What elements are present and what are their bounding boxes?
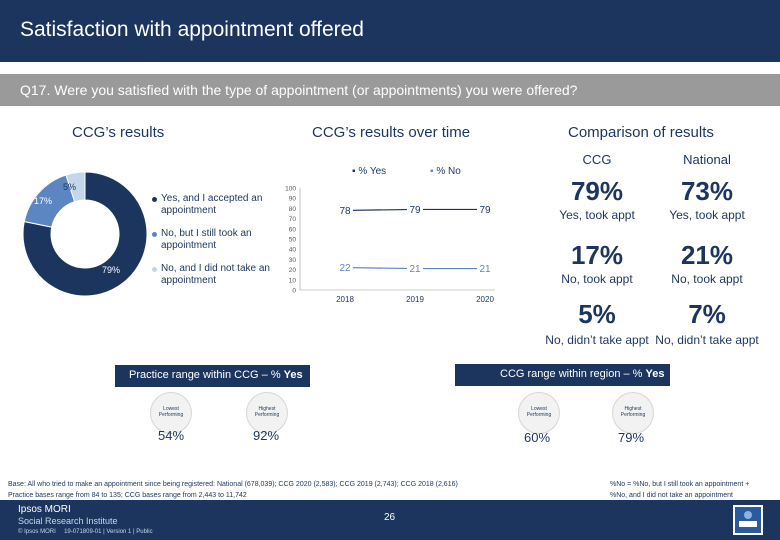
data-label-bg xyxy=(477,262,493,275)
comparison-col-national: National xyxy=(683,152,731,167)
legend-item-no-didnt: No, and I did not take an appointment xyxy=(152,263,273,287)
copyright: © Ipsos MORI 19-071809-01 | Version 1 | … xyxy=(18,529,153,535)
legend-item-no-took: No, but I still took an appointment xyxy=(152,228,273,252)
legend-marker-yes: ▪ xyxy=(352,166,359,177)
no-definition-line2: %No, and I did not take an appointment xyxy=(610,492,733,499)
donut-label-no-took: 17% xyxy=(34,196,53,206)
region-range-title: CCG range within region – % xyxy=(500,368,646,380)
practice-highest-circle: Highest Performing xyxy=(246,392,288,434)
region-range-bar: CCG range within region – % Yes xyxy=(455,364,670,386)
data-label: 78 xyxy=(339,206,351,217)
data-label: 21 xyxy=(479,264,491,275)
y-tick-label: 70 xyxy=(289,216,297,223)
header-bar xyxy=(0,0,780,62)
ccg-no-took-value: 17% xyxy=(570,240,624,270)
practice-range-title-bold: Yes xyxy=(283,369,303,381)
chart-legend-no: ▪ % No xyxy=(430,166,461,178)
legend-bullet-no-took xyxy=(152,232,157,237)
region-highest-value: 79% xyxy=(618,430,645,445)
region-range-title-bold: Yes xyxy=(645,368,665,380)
y-tick-label: 60 xyxy=(289,226,297,233)
section-over-time: CCG’s results over time xyxy=(312,124,471,141)
y-tick-label: 80 xyxy=(289,206,297,213)
donut-chart xyxy=(22,171,148,297)
ccg-yes-value: 79% xyxy=(570,176,624,206)
donut-label-no-didnt: 5% xyxy=(63,182,77,192)
y-tick-label: 50 xyxy=(289,237,297,244)
data-label-bg xyxy=(407,203,423,216)
logo-mark-icon xyxy=(739,511,757,527)
footer-bar xyxy=(0,500,780,540)
ccg-no-didnt-label: No, didn’t take appt xyxy=(545,333,649,347)
practice-range-title: Practice range within CCG – % xyxy=(129,369,284,381)
chart-legend-no-label: % No xyxy=(436,166,461,177)
practice-range-bar: Practice range within CCG – % Yes xyxy=(115,365,310,387)
donut-segment-0 xyxy=(22,171,148,297)
national-no-didnt-label: No, didn’t take appt xyxy=(655,333,759,347)
y-tick-label: 40 xyxy=(289,247,297,254)
brand-name: Ipsos MORI xyxy=(18,504,71,515)
data-label: 22 xyxy=(339,263,351,274)
page-number: 26 xyxy=(384,512,396,523)
y-tick-label: 20 xyxy=(289,267,297,274)
legend-bullet-yes xyxy=(152,197,157,202)
data-label: 79 xyxy=(479,205,491,216)
x-tick-label: 2018 xyxy=(336,295,354,304)
legend-marker-no: ▪ xyxy=(430,166,437,177)
legend-bullet-no-didnt xyxy=(152,267,157,272)
x-tick-label: 2020 xyxy=(476,295,494,304)
practice-lowest-label: Lowest Performing xyxy=(158,406,184,418)
page-title: Satisfaction with appointment offered xyxy=(20,18,364,41)
donut-label-yes: 79% xyxy=(102,265,121,275)
chart-legend-yes-label: % Yes xyxy=(358,166,387,177)
region-lowest-value: 60% xyxy=(524,430,551,445)
data-label: 79 xyxy=(409,205,421,216)
section-comparison: Comparison of results xyxy=(568,124,714,141)
base-note-line1: Base: All who tried to make an appointme… xyxy=(8,481,458,488)
legend-label-no-didnt: No, and I did not take an appointment xyxy=(161,263,270,286)
national-yes-label: Yes, took appt xyxy=(669,208,745,222)
comparison-col-ccg: CCG xyxy=(582,152,612,167)
legend-label-no-took: No, but I still took an appointment xyxy=(161,228,252,251)
practice-highest-label: Highest Performing xyxy=(254,406,280,418)
base-note-line2: Practice bases range from 84 to 135; CCG… xyxy=(8,492,247,499)
x-tick-label: 2019 xyxy=(406,295,424,304)
ccg-yes-label: Yes, took appt xyxy=(559,208,635,222)
y-tick-label: 0 xyxy=(292,288,296,295)
y-tick-label: 30 xyxy=(289,257,297,264)
brand-subtitle: Social Research Institute xyxy=(18,516,118,526)
region-highest-label: Highest Performing xyxy=(620,406,646,418)
y-tick-label: 10 xyxy=(289,277,297,284)
legend-label-yes: Yes, and I accepted an appointment xyxy=(161,193,263,216)
data-label-bg xyxy=(337,204,353,217)
region-lowest-circle: Lowest Performing xyxy=(518,392,560,434)
question-text: Q17. Were you satisfied with the type of… xyxy=(20,82,578,98)
y-tick-label: 90 xyxy=(289,196,297,203)
no-definition-line1: %No = %No, but I still took an appointme… xyxy=(610,481,750,488)
national-no-took-label: No, took appt xyxy=(671,272,743,286)
region-lowest-label: Lowest Performing xyxy=(526,406,552,418)
data-label: 21 xyxy=(409,264,421,275)
legend-item-yes: Yes, and I accepted an appointment xyxy=(152,193,273,217)
section-ccg-results: CCG’s results xyxy=(72,124,165,141)
ipsos-logo-icon xyxy=(733,505,763,535)
national-no-took-value: 21% xyxy=(680,240,734,270)
chart-legend-yes: ▪ % Yes xyxy=(352,166,386,178)
region-highest-circle: Highest Performing xyxy=(612,392,654,434)
ccg-no-didnt-value: 5% xyxy=(578,299,616,329)
y-tick-label: 100 xyxy=(285,186,296,193)
donut-segment-2 xyxy=(65,171,86,203)
question-bar xyxy=(0,74,780,106)
data-label-bg xyxy=(337,261,353,274)
practice-highest-value: 92% xyxy=(253,428,280,443)
practice-lowest-value: 54% xyxy=(158,428,185,443)
national-yes-value: 73% xyxy=(680,176,734,206)
data-label-bg xyxy=(407,262,423,275)
data-label-bg xyxy=(477,203,493,216)
national-no-didnt-value: 7% xyxy=(688,299,726,329)
ccg-no-took-label: No, took appt xyxy=(561,272,633,286)
practice-lowest-circle: Lowest Performing xyxy=(150,392,192,434)
